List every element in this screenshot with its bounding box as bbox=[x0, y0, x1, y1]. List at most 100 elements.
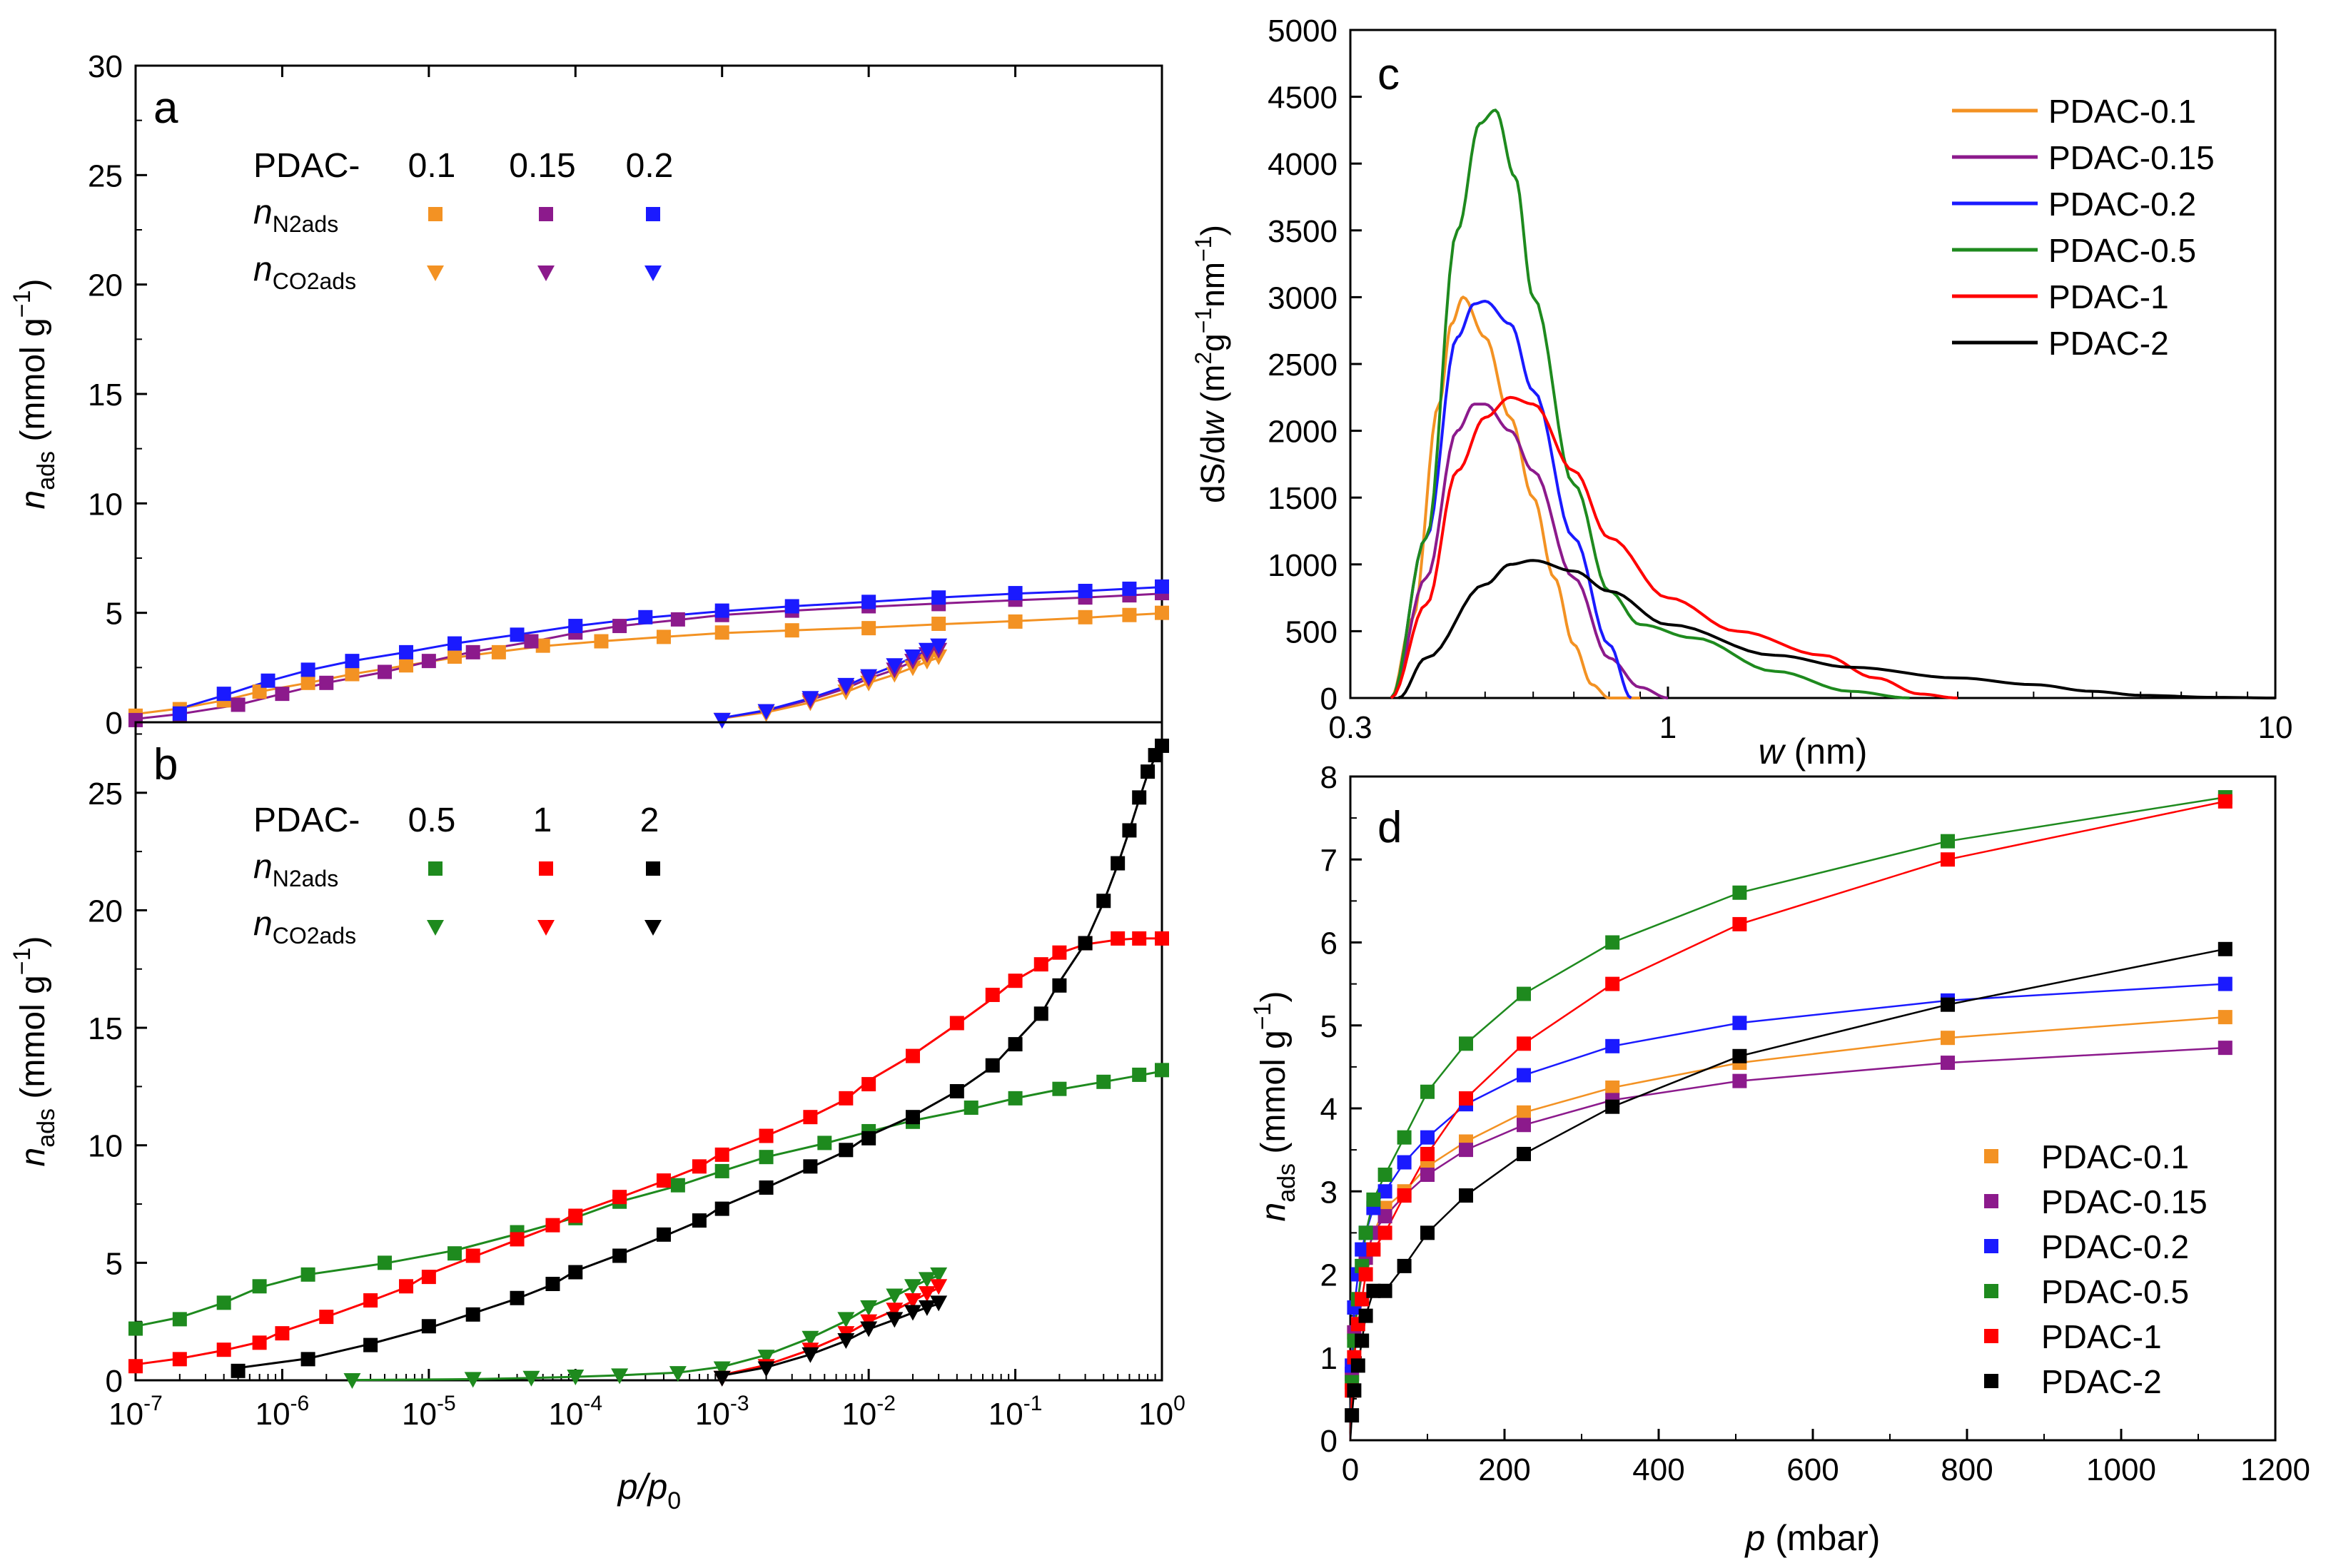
b-point bbox=[1008, 973, 1023, 988]
d-point bbox=[1459, 1143, 1473, 1158]
d-point bbox=[1377, 1184, 1392, 1199]
b-point bbox=[656, 1173, 671, 1188]
d-point bbox=[1355, 1242, 1370, 1257]
b-xtick-exp: 0 bbox=[1173, 1392, 1185, 1415]
a-point bbox=[714, 603, 729, 618]
b-point bbox=[464, 1372, 482, 1388]
panel-c-legend: PDAC-0.1 PDAC-0.15 PDAC-0.2 PDAC-0.5 PDAC-1 P… bbox=[1952, 93, 2215, 362]
b-point bbox=[930, 1267, 948, 1283]
a-ylabel-unit: (mmol g bbox=[14, 318, 52, 451]
panel-d-legend: PDAC-0.1 PDAC-0.15 PDAC-0.2 PDAC-0.5 PDAC-1 P… bbox=[1984, 1138, 2208, 1400]
d-point bbox=[1366, 1192, 1381, 1207]
b-legend-triangle-0 bbox=[427, 920, 444, 936]
c-legend-label-3: PDAC-0.5 bbox=[2048, 232, 2196, 269]
b-ylabel-sub: ads bbox=[33, 1108, 60, 1148]
b-point bbox=[904, 1293, 921, 1310]
d-legend-label-2: PDAC-0.2 bbox=[2041, 1228, 2189, 1265]
a-ytick-label: 0 bbox=[106, 706, 123, 741]
d-ylabel: nads (mmol g−1) bbox=[1249, 991, 1300, 1222]
b-point bbox=[669, 1366, 687, 1382]
b-legend-prefix: PDAC- bbox=[253, 801, 360, 839]
b-point bbox=[904, 1279, 921, 1295]
c-series-line-3 bbox=[1390, 108, 1910, 699]
c-ylabel-a: dS/d bbox=[1194, 435, 1231, 503]
b-point bbox=[300, 1267, 315, 1282]
b-point bbox=[612, 1190, 627, 1205]
b-point bbox=[172, 1352, 187, 1367]
d-point bbox=[2218, 976, 2233, 991]
b-point bbox=[839, 1143, 854, 1158]
b-fit-line-5 bbox=[722, 1303, 939, 1377]
b-point bbox=[1052, 945, 1067, 960]
b-point bbox=[252, 1335, 267, 1350]
b-point bbox=[343, 1373, 361, 1389]
b-point bbox=[1096, 1074, 1111, 1089]
d-point bbox=[2218, 1041, 2233, 1056]
b-point bbox=[759, 1150, 774, 1165]
b-xlabel-main: p/p bbox=[617, 1467, 668, 1507]
b-point bbox=[510, 1232, 525, 1247]
a-point bbox=[216, 687, 231, 702]
b-point bbox=[319, 1310, 334, 1325]
d-point bbox=[2218, 794, 2233, 809]
b-xtick-label: 10-2 bbox=[841, 1392, 896, 1432]
a-legend-triangle-0 bbox=[427, 265, 444, 281]
c-ytick-label: 500 bbox=[1285, 614, 1338, 649]
d-point bbox=[1732, 916, 1747, 931]
b-point bbox=[714, 1163, 729, 1178]
d-legend-square-3 bbox=[1984, 1284, 1998, 1298]
panel-a-y-axis: 0 5 10 15 20 25 30 nads (mmol g−1) bbox=[9, 49, 147, 741]
b-point bbox=[692, 1213, 707, 1228]
b-legend-row2-sub: CO2ads bbox=[273, 923, 356, 949]
a-ytick-label: 10 bbox=[88, 487, 123, 522]
panel-a-fit-lines bbox=[135, 586, 1163, 720]
b-point bbox=[1155, 1063, 1169, 1078]
d-point bbox=[1605, 1038, 1620, 1053]
b-point bbox=[670, 1178, 685, 1193]
d-point bbox=[1397, 1155, 1412, 1170]
b-point bbox=[918, 1286, 936, 1303]
b-xlabel: p/p0 bbox=[617, 1467, 681, 1514]
b-fit-line-4 bbox=[722, 1287, 939, 1377]
d-point bbox=[1377, 1283, 1392, 1298]
b-point bbox=[172, 1312, 187, 1327]
panel-d-data-marks bbox=[1345, 790, 2233, 1423]
panel-c-frame bbox=[1349, 29, 2277, 699]
b-xtick-base: 10 bbox=[988, 1397, 1023, 1432]
b-point bbox=[918, 1272, 936, 1288]
b-point bbox=[363, 1337, 378, 1352]
b-point bbox=[817, 1135, 832, 1150]
c-xlabel-unit: (nm) bbox=[1784, 732, 1868, 772]
b-point bbox=[1008, 1091, 1023, 1106]
c-ylabel-f: ) bbox=[1194, 225, 1231, 236]
b-point bbox=[1096, 894, 1111, 909]
b-ytick-label: 25 bbox=[88, 777, 123, 811]
d-xtick-label: 1200 bbox=[2240, 1452, 2310, 1487]
c-ylabel-s2: −1 bbox=[1190, 308, 1216, 333]
a-fit-line-3 bbox=[722, 657, 939, 720]
b-point bbox=[949, 1016, 964, 1031]
d-point bbox=[1420, 1084, 1435, 1099]
d-ytick-label: 0 bbox=[1320, 1424, 1338, 1459]
a-point bbox=[568, 619, 583, 634]
d-point bbox=[1605, 976, 1620, 991]
d-point bbox=[1517, 1105, 1531, 1120]
b-point bbox=[904, 1305, 921, 1321]
b-ytick-label: 15 bbox=[88, 1011, 123, 1046]
b-point bbox=[545, 1276, 560, 1291]
a-point bbox=[1078, 584, 1093, 598]
b-point bbox=[759, 1128, 774, 1143]
b-point bbox=[886, 1303, 904, 1319]
b-xtick-exp: -2 bbox=[876, 1392, 896, 1415]
d-point bbox=[1366, 1242, 1381, 1257]
d-legend-label-3: PDAC-0.5 bbox=[2041, 1273, 2189, 1310]
a-point bbox=[714, 625, 729, 640]
d-point bbox=[1377, 1225, 1392, 1240]
d-point bbox=[1605, 935, 1620, 950]
d-point bbox=[1941, 852, 1955, 867]
c-ytick-label: 2000 bbox=[1268, 415, 1338, 450]
b-legend-square-0 bbox=[428, 861, 443, 876]
d-ytick-label: 8 bbox=[1320, 760, 1338, 795]
